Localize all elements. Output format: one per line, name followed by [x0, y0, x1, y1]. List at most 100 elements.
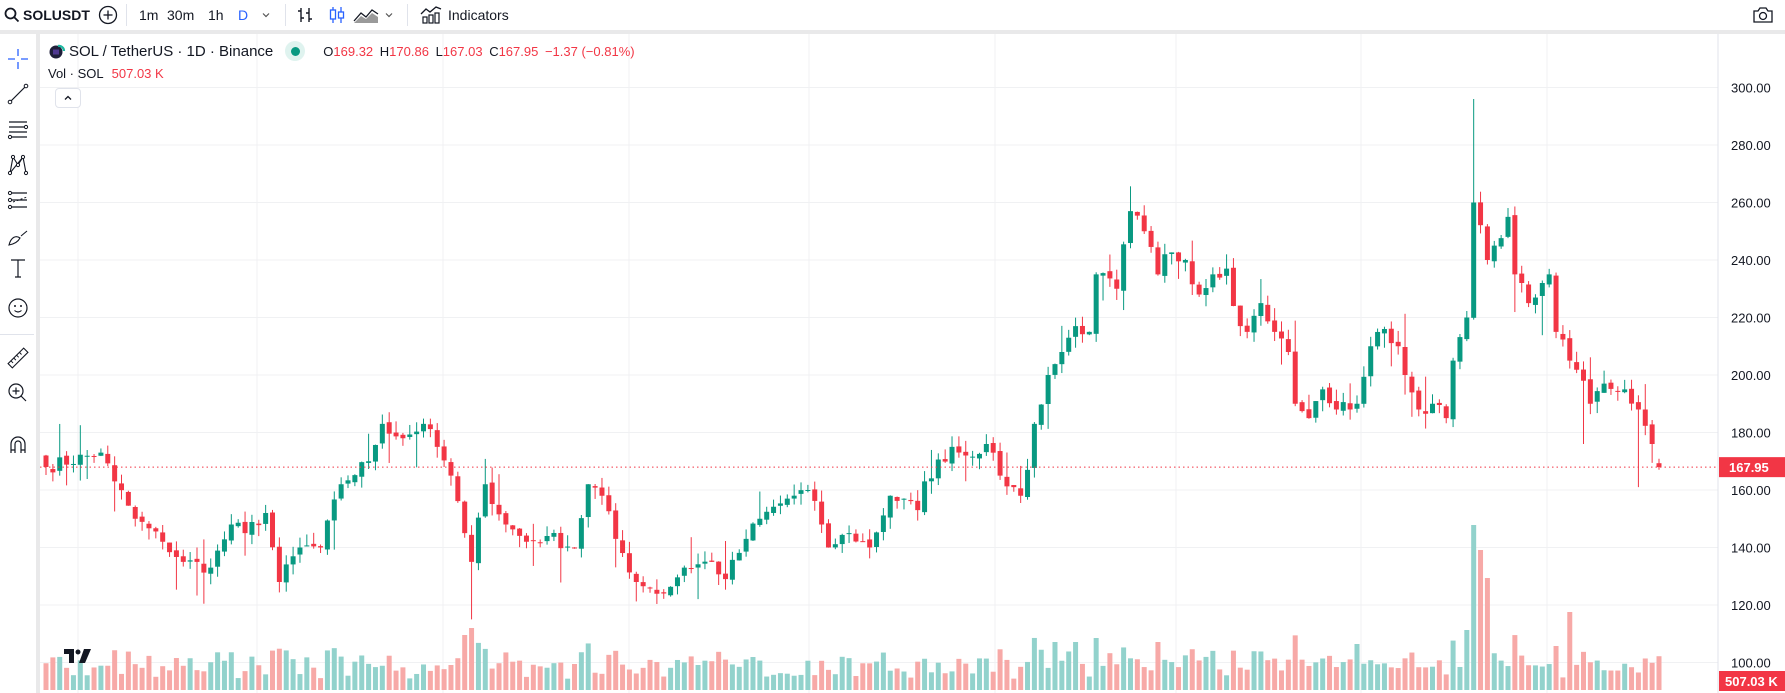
indicators-button[interactable]: Indicators [420, 0, 509, 30]
measure-tool[interactable] [4, 344, 32, 372]
candle-body [1059, 352, 1065, 365]
candle-body [1121, 244, 1127, 291]
bars-style-button[interactable] [295, 0, 315, 30]
text-icon [11, 259, 25, 278]
volume-bar [1498, 660, 1504, 690]
volume-bar [324, 650, 330, 690]
interval-1m[interactable]: 1m [139, 0, 158, 30]
brush-tool[interactable] [4, 223, 32, 251]
volume-bar [860, 663, 866, 690]
volume-bar [1388, 667, 1394, 690]
open-label: O [323, 43, 334, 59]
candle-body [276, 546, 282, 582]
candle-body [400, 434, 406, 439]
interval-dropdown[interactable] [260, 0, 272, 30]
volume-bar [427, 670, 433, 690]
volume-bar [180, 665, 186, 690]
candle-body [784, 498, 790, 505]
volume-bar [201, 671, 207, 690]
candle-body [1395, 341, 1401, 347]
candle-body [915, 500, 921, 511]
candle-body [764, 511, 770, 520]
candle-body [1656, 463, 1662, 468]
text-tool[interactable] [4, 254, 32, 282]
candle-body [263, 513, 269, 524]
volume-bar [1141, 667, 1147, 690]
volume-bar [345, 675, 351, 690]
candle-body [874, 532, 880, 547]
tradingview-logo[interactable] [64, 648, 92, 669]
market-status-indicator[interactable] [285, 41, 306, 61]
magnet-tool[interactable] [4, 431, 32, 459]
candle-body [990, 443, 996, 453]
candle-body [1224, 268, 1230, 276]
forecasting-tool[interactable] [4, 186, 32, 214]
volume-bar [1155, 642, 1161, 690]
volume-bar [1059, 660, 1065, 690]
crosshair-tool[interactable] [4, 45, 32, 73]
candle-body [98, 452, 104, 456]
candle-body [455, 476, 461, 502]
volume-bar [942, 673, 948, 690]
volume-bar [695, 665, 701, 690]
candle-body [345, 480, 351, 484]
volume-bar [1642, 658, 1648, 690]
candle-body [1478, 202, 1484, 226]
volume-bar [1347, 659, 1353, 690]
volume-bar [1018, 666, 1024, 690]
volume-bar [1162, 659, 1168, 690]
volume-bar [894, 668, 900, 690]
candle-body [43, 455, 49, 467]
volume-bar [77, 660, 83, 690]
candles-style-button[interactable] [327, 0, 347, 30]
candle-body [1436, 402, 1442, 406]
candle-body [1327, 387, 1333, 404]
compare-symbol-button[interactable] [98, 0, 118, 30]
interval-30m[interactable]: 30m [167, 0, 194, 30]
divider [407, 4, 408, 26]
volume-bar [1073, 642, 1079, 690]
symbol-search-button[interactable]: SOLUSDT [4, 0, 90, 30]
interval-d[interactable]: D [238, 0, 248, 30]
legend-volume[interactable]: Vol · SOL 507.03 K [48, 62, 635, 84]
collapse-legend-button[interactable] [55, 88, 81, 108]
chart-type-dropdown[interactable] [383, 0, 395, 30]
volume-bar [1443, 674, 1449, 690]
candle-body [592, 486, 598, 488]
volume-bar [1580, 651, 1586, 690]
trend-line-tool[interactable] [4, 80, 32, 108]
volume-bar [825, 669, 831, 690]
volume-bar [366, 663, 372, 690]
volume-bar [1100, 665, 1106, 690]
pattern-tool[interactable] [4, 151, 32, 179]
interval-1h[interactable]: 1h [208, 0, 224, 30]
candle-body [798, 490, 804, 494]
volume-bar [578, 652, 584, 690]
candle-body [805, 490, 811, 491]
candle-body [819, 501, 825, 525]
candle-body [324, 520, 330, 550]
low-value: 167.03 [442, 43, 483, 59]
candle-body [1519, 273, 1525, 283]
candle-body [70, 463, 76, 465]
area-style-button[interactable] [353, 0, 379, 30]
volume-bar [1237, 667, 1243, 690]
volume-bar [1478, 550, 1484, 690]
chart-legend: SOL / TetherUS · 1D · Binance O169.32 H1… [48, 40, 635, 84]
volume-bar [1539, 666, 1545, 690]
candle-body [242, 521, 248, 534]
plus-circle-icon [98, 5, 118, 25]
screenshot-button[interactable] [1752, 0, 1774, 30]
volume-bar [935, 662, 941, 690]
candle-body [1457, 337, 1463, 362]
volume-bar [1615, 670, 1621, 690]
volume-bar [475, 642, 481, 690]
legend-main-series[interactable]: SOL / TetherUS · 1D · Binance O169.32 H1… [48, 40, 635, 62]
fib-retracement-tool[interactable] [4, 116, 32, 144]
zoom-in-tool[interactable] [4, 379, 32, 407]
candle-body [695, 564, 701, 568]
emoji-tool[interactable] [4, 294, 32, 322]
volume-bar [1622, 663, 1628, 690]
candle-body [1450, 360, 1456, 420]
